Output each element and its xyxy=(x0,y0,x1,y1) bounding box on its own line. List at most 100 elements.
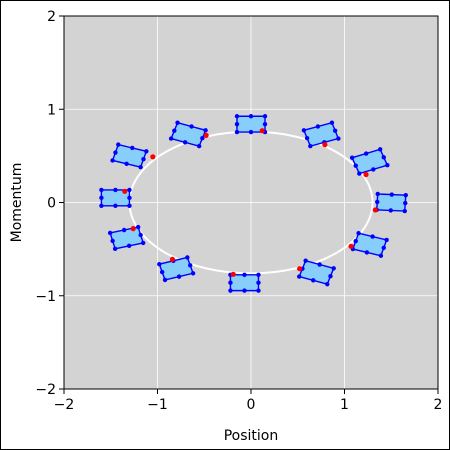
x-tick-label: −1 xyxy=(147,397,168,413)
phase-cell-point xyxy=(196,143,202,149)
phase-cell-point xyxy=(388,208,393,213)
phase-cell xyxy=(99,187,132,208)
phase-cell-point xyxy=(228,280,233,285)
orbit-marker xyxy=(150,154,156,160)
phase-cell-shape xyxy=(229,274,260,292)
cell-markers xyxy=(122,128,378,277)
phase-cell-point xyxy=(144,149,149,154)
phase-cell-point xyxy=(256,280,261,285)
phase-cell-point xyxy=(107,230,113,236)
phase-cell-point xyxy=(375,199,380,205)
phase-cell-point xyxy=(168,136,174,141)
phase-cell-point xyxy=(234,129,240,135)
y-tick-label: 0 xyxy=(47,196,56,212)
phase-cell-point xyxy=(304,136,310,141)
phase-cell-point xyxy=(248,129,254,135)
phase-cell-point xyxy=(127,203,132,208)
phase-cell-point xyxy=(303,258,308,263)
phase-cell-point xyxy=(176,274,182,279)
phase-cell xyxy=(228,272,261,293)
phase-cell-point xyxy=(126,243,132,249)
phase-cell-point xyxy=(403,192,408,198)
phase-cell xyxy=(234,114,268,135)
phase-cell-point xyxy=(141,157,146,162)
phase-cell-point xyxy=(99,195,104,201)
phase-cell-point xyxy=(370,234,375,239)
phase-cell-point xyxy=(162,277,168,283)
orbit-marker xyxy=(230,271,236,277)
x-tick-label: −2 xyxy=(54,397,75,413)
phase-cell-point xyxy=(203,128,208,133)
phase-cell-point xyxy=(182,140,188,145)
phase-cell xyxy=(157,255,196,283)
phase-cell-point xyxy=(135,224,141,230)
phase-cell-point xyxy=(353,163,358,168)
x-tick-label: 2 xyxy=(434,397,443,413)
phase-cell-point xyxy=(385,163,390,168)
phase-cell xyxy=(110,142,149,170)
phase-cell-point xyxy=(317,262,322,267)
phase-cell-point xyxy=(228,288,233,293)
axes: −2 −1 0 1 2 −2 −1 0 1 2 xyxy=(35,9,442,413)
phase-cell xyxy=(374,191,408,214)
phase-cell-point xyxy=(402,208,407,214)
x-tick-label: 1 xyxy=(340,397,349,413)
phase-cell-point xyxy=(301,128,307,133)
phase-cell xyxy=(168,120,208,149)
phase-cell-point xyxy=(315,124,321,129)
phase-cell-point xyxy=(113,150,118,155)
phase-cell-point xyxy=(262,121,268,127)
phase-cell-point xyxy=(110,238,115,244)
phase-cell-point xyxy=(381,155,386,160)
phase-cell-point xyxy=(130,145,135,151)
phase-cell-point xyxy=(353,238,358,244)
phase-cell-point xyxy=(127,195,132,201)
phase-cell-point xyxy=(234,121,240,127)
phase-cell-point xyxy=(127,187,132,193)
phase-cell-point xyxy=(331,266,336,271)
phase-cell xyxy=(297,258,336,287)
orbit-marker xyxy=(348,243,354,249)
phase-cell-point xyxy=(256,272,261,277)
phase-cell-point xyxy=(384,237,389,243)
orbit-marker xyxy=(297,266,303,272)
phase-cells xyxy=(99,114,408,293)
y-tick-label: 1 xyxy=(47,102,56,118)
phase-cell-point xyxy=(121,227,127,233)
orbit-marker xyxy=(372,207,378,213)
phase-cell-point xyxy=(389,192,394,197)
phase-cell-point xyxy=(140,240,146,246)
phase-cell-point xyxy=(234,114,240,119)
phase-cell-point xyxy=(328,274,333,279)
phase-cell-point xyxy=(357,171,362,176)
orbit-marker xyxy=(169,256,176,262)
phase-cell-point xyxy=(332,128,338,133)
phase-cell-point xyxy=(403,200,408,206)
phase-cell-point xyxy=(364,250,370,255)
y-tick-label: −2 xyxy=(35,382,56,398)
y-tick-label: −1 xyxy=(35,289,56,305)
orbit-marker xyxy=(259,128,265,134)
orbit-marker xyxy=(122,188,128,194)
phase-cell-point xyxy=(371,167,376,172)
phase-cell-point xyxy=(308,143,313,149)
phase-cell-point xyxy=(242,288,247,293)
phase-cell-point xyxy=(336,136,341,141)
phase-cell-point xyxy=(138,164,143,170)
phase-cell-point xyxy=(329,120,335,125)
phase-cell-point xyxy=(138,232,143,238)
orbit-marker xyxy=(363,171,369,178)
phase-cell-point xyxy=(189,124,194,129)
orbit-marker xyxy=(203,132,209,138)
phase-cell-point xyxy=(200,136,205,141)
phase-cell-point xyxy=(325,281,330,287)
phase-cell-point xyxy=(113,187,118,193)
phase-cell xyxy=(107,224,146,251)
y-tick-label: 2 xyxy=(47,9,56,25)
phase-cell-point xyxy=(99,187,104,193)
phase-cell-point xyxy=(112,246,118,251)
orbit-marker xyxy=(322,142,328,148)
phase-cell-point xyxy=(113,203,118,208)
phase-cell-point xyxy=(110,158,115,163)
phase-cell-point xyxy=(375,191,380,197)
